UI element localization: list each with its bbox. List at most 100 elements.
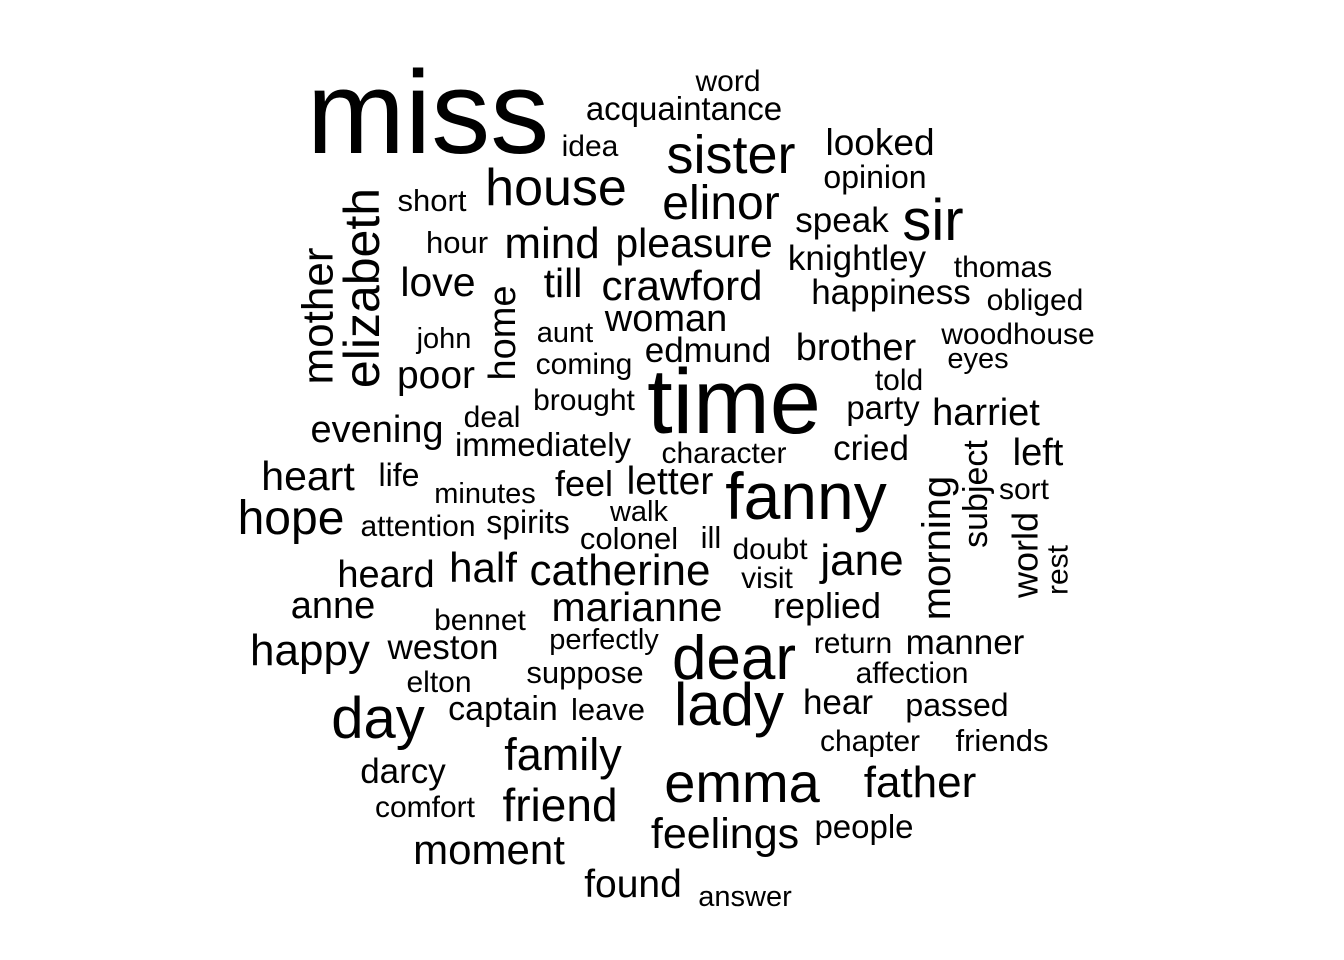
word-brother: brother xyxy=(796,327,917,369)
word-half: half xyxy=(449,544,517,591)
word-walk: walk xyxy=(609,496,669,528)
word-obliged: obliged xyxy=(987,284,1084,317)
word-visit: visit xyxy=(741,562,793,595)
word-sort: sort xyxy=(999,473,1050,506)
word-short: short xyxy=(398,183,467,218)
word-fanny: fanny xyxy=(725,459,886,533)
word-feelings: feelings xyxy=(651,810,799,858)
word-idea: idea xyxy=(562,130,619,163)
word-passed: passed xyxy=(905,687,1008,723)
word-crawford: crawford xyxy=(601,262,762,309)
word-doubt: doubt xyxy=(732,533,808,566)
word-friend: friend xyxy=(502,779,617,831)
word-morning: morning xyxy=(915,476,959,621)
word-aunt: aunt xyxy=(537,317,593,349)
word-found: found xyxy=(584,863,682,906)
word-suppose: suppose xyxy=(526,655,643,690)
word-manner: manner xyxy=(906,623,1025,662)
word-catherine: catherine xyxy=(529,546,710,595)
word-friends: friends xyxy=(955,723,1048,758)
word-captain: captain xyxy=(448,690,558,728)
word-miss: miss xyxy=(307,47,550,179)
word-edmund: edmund xyxy=(645,331,771,370)
word-life: life xyxy=(379,457,420,493)
word-moment: moment xyxy=(413,826,565,873)
word-woman: woman xyxy=(604,298,728,340)
word-knightley: knightley xyxy=(788,239,927,278)
word-mind: mind xyxy=(504,219,599,268)
word-day: day xyxy=(331,686,425,751)
word-time: time xyxy=(647,351,821,453)
word-family: family xyxy=(504,729,622,780)
word-hope: hope xyxy=(238,492,345,545)
word-return: return xyxy=(814,627,892,660)
word-heard: heard xyxy=(337,554,434,596)
word-opinion: opinion xyxy=(823,159,926,195)
word-affection: affection xyxy=(856,657,969,690)
word-woodhouse: woodhouse xyxy=(940,318,1094,351)
word-answer: answer xyxy=(698,881,792,913)
word-bennet: bennet xyxy=(434,604,526,637)
word-coming: coming xyxy=(536,348,633,381)
word-attention: attention xyxy=(360,510,475,543)
word-looked: looked xyxy=(825,122,934,163)
word-feel: feel xyxy=(555,463,613,504)
word-evening: evening xyxy=(310,409,443,451)
word-character: character xyxy=(661,437,786,470)
word-pleasure: pleasure xyxy=(615,220,772,266)
word-letter: letter xyxy=(627,460,714,503)
word-happy: happy xyxy=(250,626,370,675)
word-cried: cried xyxy=(833,429,909,468)
word-heart: heart xyxy=(261,453,355,499)
word-dear: dear xyxy=(672,624,796,693)
word-ill: ill xyxy=(701,520,722,555)
word-hear: hear xyxy=(803,683,873,722)
word-sir: sir xyxy=(902,188,963,253)
word-home: home xyxy=(482,285,524,380)
word-anne: anne xyxy=(291,585,376,627)
word-marianne: marianne xyxy=(552,584,723,630)
word-elton: elton xyxy=(406,666,471,699)
word-john: john xyxy=(416,323,472,355)
word-perfectly: perfectly xyxy=(549,624,659,656)
word-elizabeth: elizabeth xyxy=(334,188,390,388)
word-comfort: comfort xyxy=(375,791,476,824)
word-chapter: chapter xyxy=(820,725,920,758)
word-weston: weston xyxy=(387,628,499,667)
word-left: left xyxy=(1013,432,1064,474)
word-rest: rest xyxy=(1042,544,1075,595)
word-word: word xyxy=(694,65,760,98)
word-speak: speak xyxy=(795,201,889,240)
word-father: father xyxy=(864,758,977,807)
word-eyes: eyes xyxy=(947,343,1008,375)
word-darcy: darcy xyxy=(360,752,446,791)
word-till: till xyxy=(544,260,583,306)
word-jane: jane xyxy=(818,536,903,585)
word-happiness: happiness xyxy=(811,273,971,312)
word-mother: mother xyxy=(294,248,343,385)
word-emma: emma xyxy=(664,751,820,814)
word-party: party xyxy=(846,389,920,426)
word-subject: subject xyxy=(957,440,995,548)
word-people: people xyxy=(814,808,913,845)
word-love: love xyxy=(400,259,475,305)
word-house: house xyxy=(485,159,627,217)
word-immediately: immediately xyxy=(455,426,632,463)
word-leave: leave xyxy=(571,692,645,727)
word-replied: replied xyxy=(773,585,881,626)
word-told: told xyxy=(875,364,923,397)
word-poor: poor xyxy=(397,354,475,397)
word-thomas: thomas xyxy=(954,251,1052,284)
word-brought: brought xyxy=(533,384,635,417)
word-sister: sister xyxy=(666,125,795,185)
word-acquaintance: acquaintance xyxy=(586,90,782,127)
word-spirits: spirits xyxy=(486,504,570,540)
word-deal: deal xyxy=(464,401,521,434)
word-colonel: colonel xyxy=(580,521,678,556)
word-world: world xyxy=(1005,512,1046,599)
word-minutes: minutes xyxy=(434,478,536,510)
word-harriet: harriet xyxy=(932,392,1040,434)
word-lady: lady xyxy=(674,671,784,738)
